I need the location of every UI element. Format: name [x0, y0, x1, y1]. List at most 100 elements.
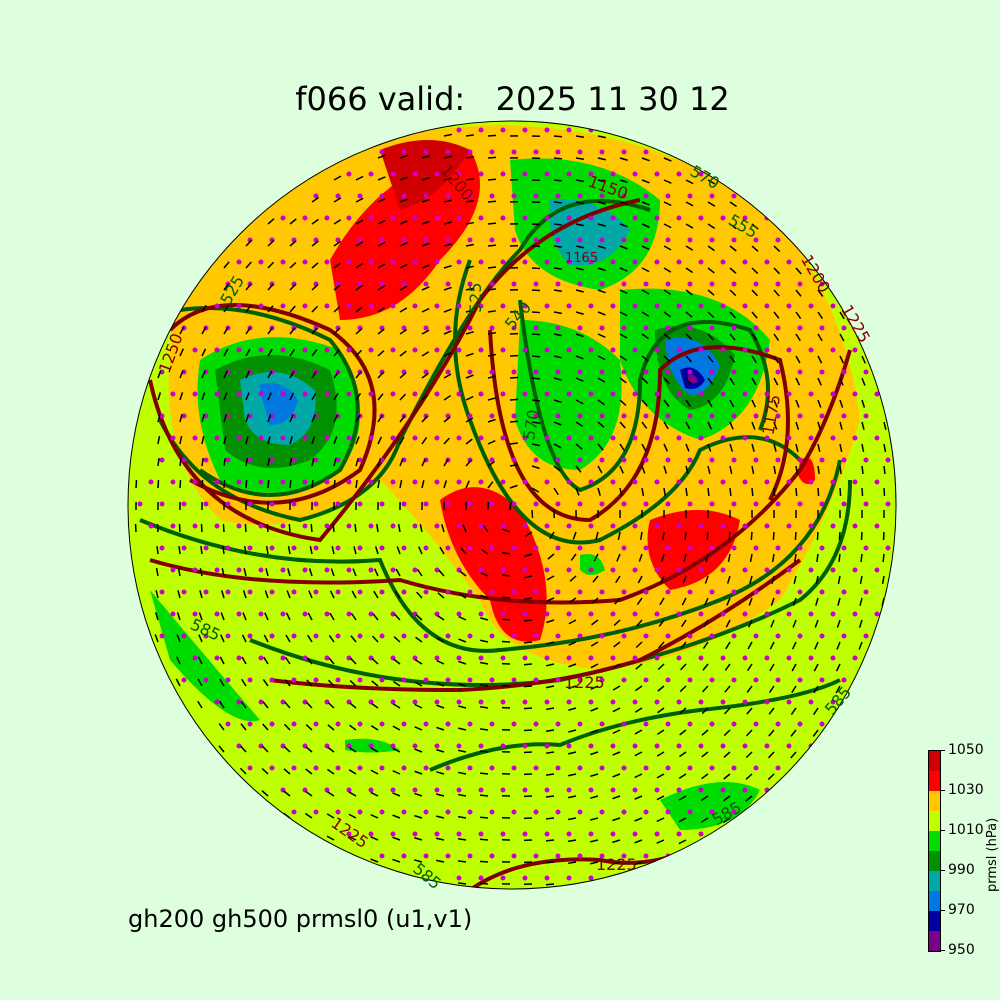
wind-vector — [524, 575, 533, 579]
wind-vector — [707, 487, 710, 497]
wind-vector — [458, 749, 467, 753]
wind-point — [313, 457, 319, 463]
wind-point — [533, 457, 539, 463]
wind-point — [863, 369, 869, 375]
wind-vector — [289, 414, 294, 423]
wind-point — [544, 259, 550, 265]
wind-point — [566, 655, 572, 661]
wind-vector — [685, 355, 692, 363]
wind-vector — [817, 333, 823, 342]
wind-vector — [553, 355, 562, 359]
wind-vector — [399, 393, 407, 401]
wind-point — [588, 875, 594, 881]
wind-vector — [568, 641, 577, 646]
wind-vector — [816, 531, 819, 541]
wind-point — [423, 633, 429, 639]
wind-vector — [748, 597, 753, 606]
wind-point — [621, 677, 627, 683]
wind-vector — [245, 305, 252, 313]
wind-point — [324, 259, 330, 265]
wind-point — [434, 743, 440, 749]
wind-vector — [702, 685, 709, 693]
colorbar-tick: 1050 — [940, 742, 984, 758]
wind-point — [489, 457, 495, 463]
wind-point — [412, 831, 418, 837]
wind-vector — [307, 634, 313, 643]
wind-point — [357, 545, 363, 551]
wind-vector — [836, 619, 841, 628]
wind-vector — [219, 678, 225, 687]
wind-point — [379, 281, 385, 287]
wind-vector — [479, 860, 489, 863]
wind-point — [401, 149, 407, 155]
wind-point — [610, 303, 616, 309]
wind-point — [423, 501, 429, 507]
wind-point — [434, 655, 440, 661]
wind-point — [731, 501, 737, 507]
wind-point — [522, 127, 528, 133]
wind-point — [764, 479, 770, 485]
wind-vector — [327, 724, 335, 731]
wind-vector — [465, 309, 474, 313]
wind-vector — [223, 436, 227, 445]
wind-point — [731, 457, 737, 463]
wind-vector — [773, 267, 781, 275]
wind-vector — [480, 617, 489, 621]
wind-point — [577, 721, 583, 727]
wind-point — [511, 677, 517, 683]
wind-vector — [509, 398, 519, 401]
wind-vector — [304, 812, 313, 819]
wind-point — [632, 479, 638, 485]
wind-point — [610, 655, 616, 661]
wind-vector — [333, 284, 341, 291]
wind-vector — [590, 817, 599, 821]
wind-vector — [333, 392, 339, 401]
wind-vector — [377, 219, 386, 225]
wind-point — [731, 809, 737, 815]
wind-point — [588, 303, 594, 309]
wind-vector — [635, 685, 643, 692]
wind-vector — [595, 531, 599, 540]
wind-point — [698, 171, 704, 177]
wind-vector — [546, 575, 555, 581]
wind-point — [379, 545, 385, 551]
wind-point — [269, 457, 275, 463]
wind-vector — [702, 641, 709, 650]
wind-point — [621, 853, 627, 859]
wind-point — [401, 633, 407, 639]
wind-point — [621, 149, 627, 155]
wind-point — [214, 347, 220, 353]
wind-vector — [200, 523, 203, 533]
wind-point — [423, 721, 429, 727]
wind-point — [555, 193, 561, 199]
wind-point — [566, 875, 572, 881]
wind-vector — [333, 262, 341, 269]
wind-point — [390, 479, 396, 485]
wind-point — [863, 545, 869, 551]
wind-point — [632, 391, 638, 397]
wind-point — [368, 347, 374, 353]
wind-vector — [729, 377, 735, 386]
wind-point — [665, 325, 671, 331]
wind-point — [676, 831, 682, 837]
wind-vector — [838, 553, 841, 563]
wind-vector — [201, 326, 207, 335]
wind-point — [863, 633, 869, 639]
wind-vector — [641, 245, 650, 251]
wind-point — [720, 699, 726, 705]
wind-point — [170, 523, 176, 529]
wind-point — [897, 480, 902, 485]
wind-vector — [817, 399, 822, 408]
wind-vector — [685, 421, 691, 430]
wind-point — [830, 303, 836, 309]
wind-vector — [531, 465, 540, 470]
wind-vector — [751, 421, 756, 430]
wind-point — [665, 633, 671, 639]
wind-vector — [790, 707, 797, 715]
wind-point — [335, 193, 341, 199]
wind-vector — [311, 392, 317, 401]
wind-point — [731, 633, 737, 639]
wind-point — [500, 479, 506, 485]
wind-point — [511, 149, 517, 155]
wind-point — [467, 809, 473, 815]
